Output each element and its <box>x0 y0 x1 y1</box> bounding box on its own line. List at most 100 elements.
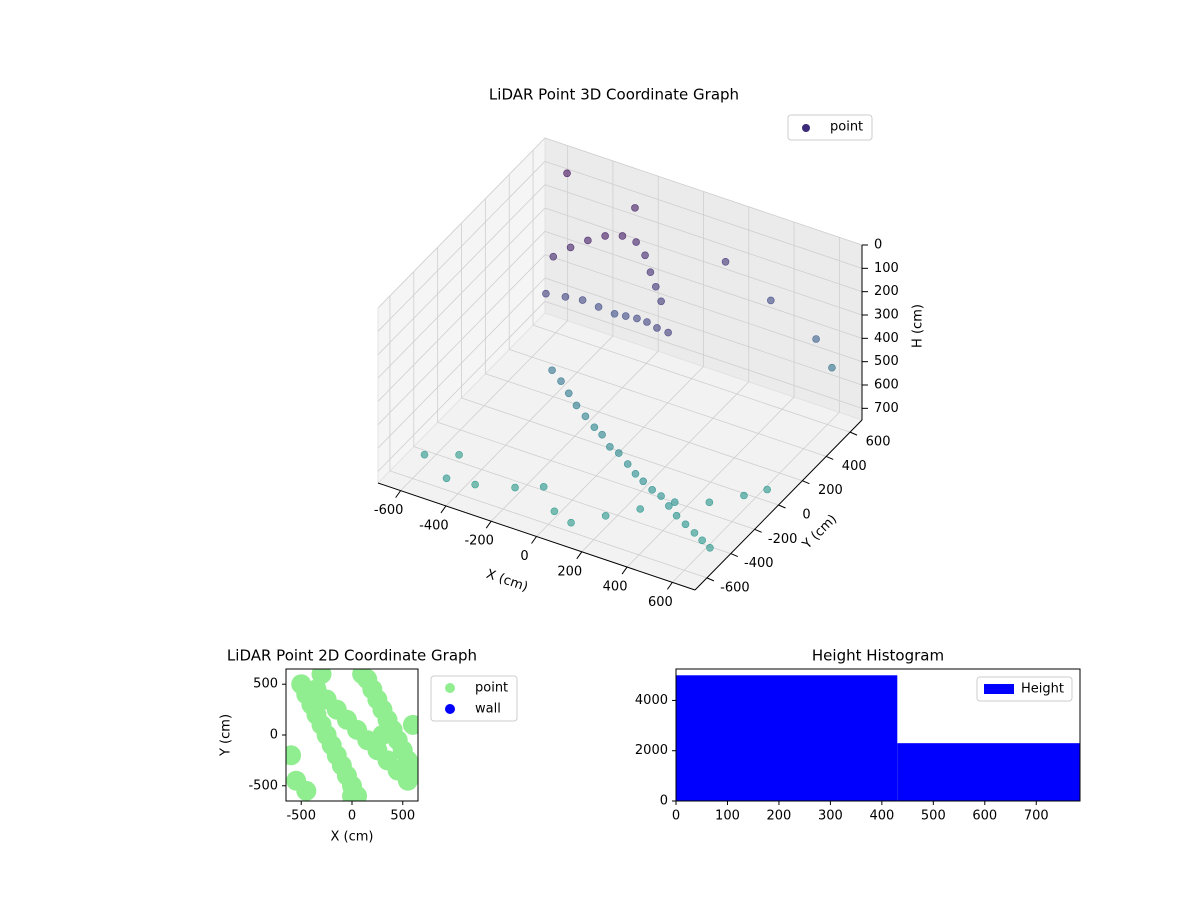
point <box>614 449 623 457</box>
point <box>828 363 836 372</box>
point <box>550 507 559 516</box>
y-tick-label: 0 <box>270 728 278 743</box>
legend-box <box>976 676 1073 702</box>
tick-mark <box>802 480 810 485</box>
z-tick-label: 500 <box>874 354 899 369</box>
y-tick-label: -400 <box>744 556 774 571</box>
plot-area <box>286 669 418 801</box>
point <box>653 324 661 332</box>
point <box>610 309 619 318</box>
legend-box <box>430 675 518 722</box>
x-tick-label: 600 <box>648 595 673 610</box>
tick-mark <box>485 520 492 529</box>
point <box>665 502 673 510</box>
point <box>549 252 558 261</box>
y-tick-label: 4000 <box>635 693 668 708</box>
point <box>633 314 641 323</box>
grid-line <box>532 324 851 433</box>
point <box>311 669 332 685</box>
legend-marker <box>445 683 455 693</box>
x-tick-label: 0 <box>520 549 528 564</box>
y-tick-label: 2000 <box>635 743 668 758</box>
point <box>632 238 640 246</box>
point <box>639 477 648 486</box>
point <box>706 543 714 552</box>
axes-frame <box>675 668 1081 802</box>
point <box>539 483 548 491</box>
grid-line <box>413 446 731 554</box>
point <box>542 289 550 298</box>
y-axis-label: Y (cm) <box>219 714 234 757</box>
z-tick-label: 0 <box>874 238 882 253</box>
y-tick-label: 200 <box>818 483 843 498</box>
grid-line <box>377 207 546 379</box>
point <box>767 296 775 305</box>
bar <box>676 675 898 801</box>
z-tick-label: 400 <box>874 331 899 346</box>
point <box>567 518 575 527</box>
grid-line <box>377 137 546 309</box>
point <box>557 377 565 385</box>
grid-line <box>544 254 863 363</box>
axis-line <box>694 419 863 591</box>
tick-mark <box>778 504 786 509</box>
legend-label: wall <box>475 702 501 717</box>
point <box>594 303 603 311</box>
point <box>763 485 771 494</box>
point <box>641 251 649 260</box>
point <box>286 745 302 766</box>
point <box>606 443 614 451</box>
legend-label: Height <box>1021 682 1064 697</box>
x-tick-label: 400 <box>603 580 628 595</box>
grid-line <box>377 184 546 355</box>
y-tick-label: 0 <box>802 508 810 523</box>
z-tick-label: 200 <box>874 284 899 299</box>
point <box>584 236 592 245</box>
tick-mark <box>706 577 715 582</box>
x-tick-label: 500 <box>921 809 946 824</box>
point <box>636 505 645 513</box>
point <box>402 714 418 735</box>
point <box>601 512 610 520</box>
x-tick-label: -500 <box>286 809 316 824</box>
y-tick-label: -500 <box>248 778 278 793</box>
x-tick-label: 500 <box>390 809 415 824</box>
grid-line <box>544 137 863 246</box>
grid-line <box>544 184 863 293</box>
z-axis-label: H (cm) <box>911 304 926 348</box>
grid-line <box>377 301 546 472</box>
tick-mark <box>730 553 738 558</box>
x-axis-label: X (cm) <box>484 567 530 595</box>
point <box>511 483 519 492</box>
point <box>471 480 479 489</box>
x-tick-label: 300 <box>818 809 843 824</box>
x-tick-label: 0 <box>672 809 680 824</box>
z-tick-label: 100 <box>874 261 899 276</box>
bar <box>897 743 1080 801</box>
x-tick-label: 600 <box>972 809 997 824</box>
grid-line <box>377 254 546 425</box>
x-tick-label: -400 <box>419 518 449 533</box>
point <box>442 474 451 483</box>
x-tick-label: 100 <box>715 809 740 824</box>
tick-mark <box>666 582 673 590</box>
tick-mark <box>621 566 628 575</box>
grid-line <box>377 161 546 332</box>
x-axis-label: X (cm) <box>331 830 374 845</box>
grid-line <box>485 373 803 482</box>
point <box>598 430 606 439</box>
point <box>548 366 556 375</box>
grid-line <box>544 230 863 339</box>
point <box>623 460 632 468</box>
x-tick-label: -600 <box>374 503 404 518</box>
tick-mark <box>576 551 583 560</box>
tick-mark <box>531 536 537 544</box>
legend-label: point <box>830 120 863 135</box>
point <box>698 536 706 545</box>
point <box>621 312 630 320</box>
point <box>631 470 640 478</box>
point <box>721 257 730 266</box>
point <box>563 169 571 178</box>
point <box>651 282 660 291</box>
y-tick-label: -600 <box>720 580 750 595</box>
